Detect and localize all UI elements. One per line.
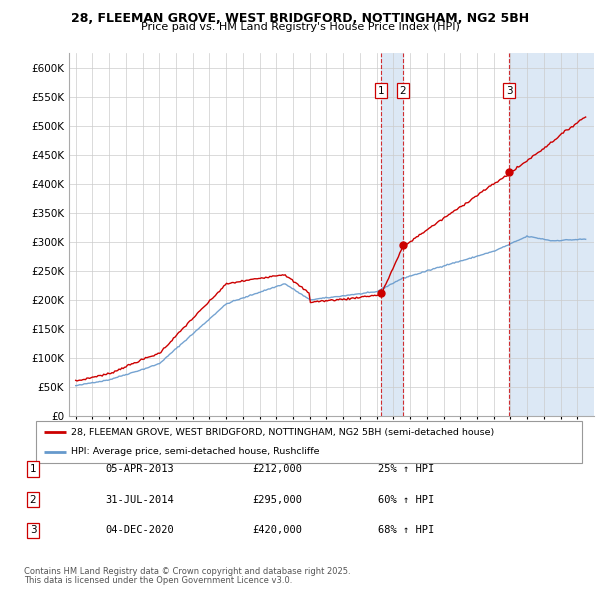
Text: 3: 3 bbox=[506, 86, 512, 96]
Text: Contains HM Land Registry data © Crown copyright and database right 2025.: Contains HM Land Registry data © Crown c… bbox=[24, 567, 350, 576]
Text: £212,000: £212,000 bbox=[252, 464, 302, 474]
Text: 3: 3 bbox=[29, 526, 37, 535]
Text: £295,000: £295,000 bbox=[252, 495, 302, 504]
Text: 04-DEC-2020: 04-DEC-2020 bbox=[105, 526, 174, 535]
Text: 1: 1 bbox=[377, 86, 385, 96]
Text: 25% ↑ HPI: 25% ↑ HPI bbox=[378, 464, 434, 474]
Text: £420,000: £420,000 bbox=[252, 526, 302, 535]
Text: 05-APR-2013: 05-APR-2013 bbox=[105, 464, 174, 474]
Text: HPI: Average price, semi-detached house, Rushcliffe: HPI: Average price, semi-detached house,… bbox=[71, 447, 320, 456]
Text: 28, FLEEMAN GROVE, WEST BRIDGFORD, NOTTINGHAM, NG2 5BH (semi-detached house): 28, FLEEMAN GROVE, WEST BRIDGFORD, NOTTI… bbox=[71, 428, 495, 437]
Text: 31-JUL-2014: 31-JUL-2014 bbox=[105, 495, 174, 504]
Text: 68% ↑ HPI: 68% ↑ HPI bbox=[378, 526, 434, 535]
Text: 2: 2 bbox=[400, 86, 406, 96]
Text: 1: 1 bbox=[29, 464, 37, 474]
Text: Price paid vs. HM Land Registry's House Price Index (HPI): Price paid vs. HM Land Registry's House … bbox=[140, 22, 460, 32]
Text: 2: 2 bbox=[29, 495, 37, 504]
Text: 60% ↑ HPI: 60% ↑ HPI bbox=[378, 495, 434, 504]
Bar bbox=[509, 53, 600, 416]
Text: This data is licensed under the Open Government Licence v3.0.: This data is licensed under the Open Gov… bbox=[24, 576, 292, 585]
Text: 28, FLEEMAN GROVE, WEST BRIDGFORD, NOTTINGHAM, NG2 5BH: 28, FLEEMAN GROVE, WEST BRIDGFORD, NOTTI… bbox=[71, 12, 529, 25]
Bar bbox=[381, 53, 403, 416]
